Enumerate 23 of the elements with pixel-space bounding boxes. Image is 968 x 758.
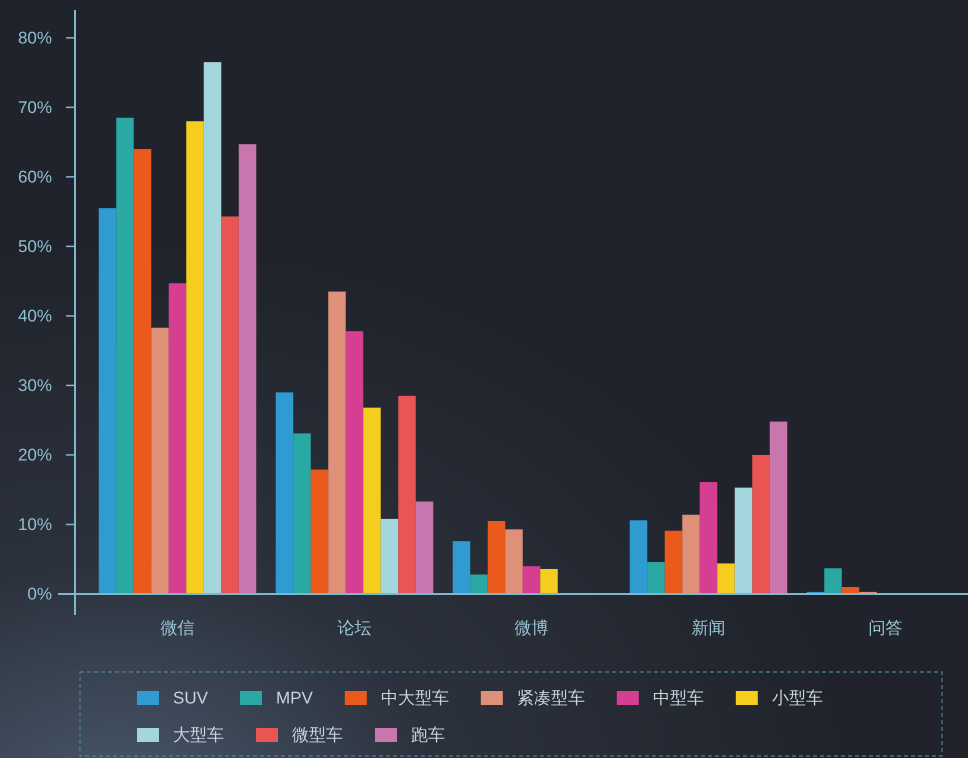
- x-tick-label: 新闻: [692, 618, 726, 638]
- x-tick-label: 微博: [514, 618, 548, 638]
- y-tick-label: 50%: [18, 236, 52, 256]
- legend-label: SUV: [173, 688, 208, 708]
- y-tick-label: 40%: [18, 306, 52, 326]
- legend-label: 跑车: [411, 726, 445, 744]
- legend-label: MPV: [276, 688, 313, 708]
- y-tick-label: 20%: [18, 445, 52, 464]
- legend-label: 中大型车: [380, 688, 449, 708]
- legend-label: 微型车: [292, 726, 343, 744]
- legend-label: 小型车: [772, 688, 823, 708]
- legend-label: 大型车: [173, 726, 224, 744]
- y-tick-label: 60%: [18, 167, 52, 186]
- legend-label: 紧凑型车: [516, 688, 585, 708]
- y-tick-label: 30%: [18, 376, 52, 395]
- y-tick-label: 10%: [18, 514, 52, 534]
- y-tick-label: 80%: [18, 28, 52, 48]
- y-tick-label: 70%: [18, 98, 52, 117]
- x-tick-label: 微信: [160, 618, 194, 638]
- x-tick-label: 问答: [868, 618, 902, 638]
- legend-label: 中型车: [652, 688, 704, 708]
- y-tick-label: 0%: [27, 584, 52, 604]
- x-tick-label: 论坛: [338, 618, 372, 638]
